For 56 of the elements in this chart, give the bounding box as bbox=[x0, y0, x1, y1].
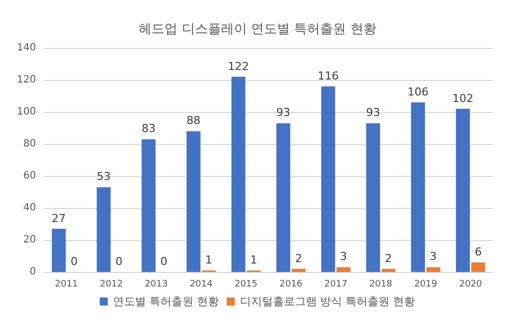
legend-label: 연도별 특허출원 현황 bbox=[112, 295, 219, 308]
x-tick-label: 2017 bbox=[324, 280, 348, 290]
data-label: 102 bbox=[452, 92, 474, 105]
x-tick-label: 2015 bbox=[234, 280, 258, 290]
y-tick-label: 120 bbox=[16, 74, 36, 86]
bar bbox=[142, 139, 156, 272]
bar bbox=[231, 76, 246, 272]
x-tick-label: 2020 bbox=[459, 280, 482, 290]
data-label: 53 bbox=[96, 170, 111, 184]
data-label: 1 bbox=[250, 253, 258, 266]
bar bbox=[276, 123, 290, 272]
x-tick-label: 2014 bbox=[190, 280, 213, 290]
y-tick-label: 20 bbox=[23, 234, 36, 246]
data-label: 2 bbox=[295, 252, 302, 265]
data-label: 0 bbox=[70, 255, 78, 268]
data-label: 116 bbox=[318, 69, 339, 82]
y-tick-label: 100 bbox=[16, 106, 36, 118]
bar bbox=[96, 187, 111, 272]
bar bbox=[471, 262, 486, 272]
bar bbox=[186, 131, 200, 272]
data-label: 0 bbox=[160, 255, 168, 268]
y-tick-label: 60 bbox=[23, 170, 36, 182]
y-tick-label: 40 bbox=[23, 202, 36, 214]
data-label: 6 bbox=[474, 245, 482, 258]
bar bbox=[366, 123, 380, 272]
x-tick-label: 2019 bbox=[414, 280, 438, 290]
x-tick-label: 2018 bbox=[369, 280, 392, 290]
y-tick-label: 140 bbox=[16, 42, 36, 54]
data-label: 93 bbox=[276, 106, 290, 120]
data-label: 88 bbox=[186, 114, 201, 128]
x-tick-label: 2013 bbox=[144, 280, 168, 290]
bar bbox=[52, 228, 66, 272]
bar bbox=[336, 267, 350, 272]
y-tick-label: 0 bbox=[30, 266, 36, 278]
data-label: 0 bbox=[115, 255, 122, 268]
legend-label: 디지털홀로그램 방식 특허출원 현황 bbox=[240, 295, 416, 308]
data-label: 3 bbox=[430, 250, 437, 264]
data-label: 2 bbox=[384, 252, 392, 265]
data-label: 27 bbox=[52, 212, 66, 225]
data-label: 1 bbox=[205, 253, 212, 266]
data-label: 93 bbox=[366, 106, 380, 120]
data-label: 3 bbox=[340, 250, 347, 264]
x-tick-label: 2012 bbox=[100, 280, 123, 290]
x-tick-label: 2011 bbox=[54, 280, 78, 290]
bar bbox=[456, 108, 470, 272]
y-tick-label: 80 bbox=[23, 138, 36, 150]
data-label: 83 bbox=[142, 122, 156, 136]
chart-title: 헤드업 디스플레이 연도별 특허출원 현황 bbox=[138, 22, 376, 37]
bar bbox=[321, 86, 336, 272]
bar bbox=[411, 102, 425, 272]
bar bbox=[292, 268, 306, 272]
x-tick-label: 2016 bbox=[279, 280, 303, 290]
data-label: 122 bbox=[228, 60, 249, 73]
bar bbox=[381, 268, 396, 272]
bar bbox=[426, 267, 440, 272]
data-label: 106 bbox=[408, 85, 429, 98]
